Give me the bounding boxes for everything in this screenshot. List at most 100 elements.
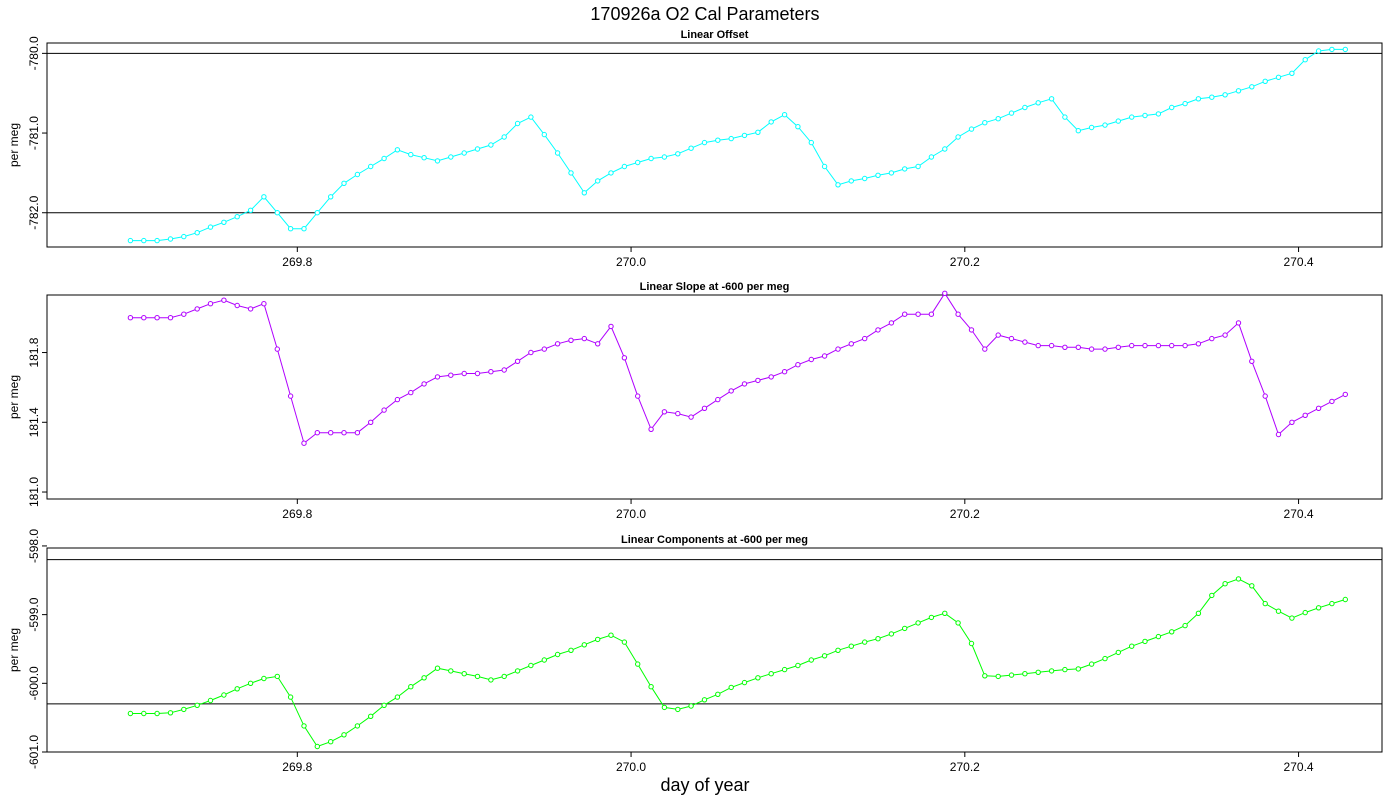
data-point xyxy=(982,120,988,126)
data-point xyxy=(1102,346,1108,352)
data-point xyxy=(1022,671,1028,677)
data-point xyxy=(501,673,507,680)
data-point xyxy=(514,120,521,127)
x-tick-label: 269.8 xyxy=(282,507,312,521)
data-point xyxy=(621,639,628,645)
data-point xyxy=(314,743,320,750)
data-point xyxy=(648,155,654,162)
data-point xyxy=(821,163,828,170)
data-point xyxy=(635,393,641,399)
data-point xyxy=(661,409,668,415)
data-point xyxy=(127,237,134,244)
data-point xyxy=(688,414,694,420)
figure-title: 170926a O2 Cal Parameters xyxy=(590,4,819,24)
data-point xyxy=(314,210,320,216)
data-point xyxy=(1262,600,1268,607)
data-point xyxy=(1129,342,1135,349)
data-point xyxy=(394,147,401,153)
data-point xyxy=(341,430,347,436)
data-point xyxy=(1315,405,1322,411)
data-point xyxy=(1169,342,1175,349)
data-point xyxy=(1102,655,1108,662)
data-point xyxy=(835,346,841,352)
data-point xyxy=(207,224,214,230)
data-point xyxy=(1235,88,1242,94)
y-tick-label: -781.0 xyxy=(27,116,41,150)
data-point xyxy=(1209,335,1215,342)
data-point xyxy=(768,671,774,677)
x-tick-label: 269.8 xyxy=(282,760,312,774)
data-point xyxy=(141,237,147,244)
data-point xyxy=(755,675,761,681)
data-point xyxy=(701,697,708,703)
data-point xyxy=(1302,609,1308,616)
x-tick-label: 270.0 xyxy=(616,507,646,521)
data-point xyxy=(328,739,334,745)
data-point xyxy=(728,135,734,142)
data-point xyxy=(247,207,254,214)
data-point xyxy=(194,230,200,236)
data-point xyxy=(1142,638,1148,645)
data-point xyxy=(568,337,574,343)
data-point xyxy=(368,713,374,719)
data-point xyxy=(1275,608,1282,614)
data-point xyxy=(875,327,881,333)
data-point xyxy=(595,178,601,184)
y-axis-label: per meg xyxy=(7,123,21,167)
data-point xyxy=(488,369,494,375)
x-tick-label: 270.0 xyxy=(616,760,646,774)
data-point xyxy=(621,163,628,170)
data-point xyxy=(1315,48,1322,54)
series-line xyxy=(130,48,1346,242)
data-point xyxy=(955,311,961,317)
data-point xyxy=(862,335,868,342)
data-point xyxy=(1048,342,1055,349)
data-point xyxy=(1075,344,1082,350)
data-point xyxy=(1182,100,1188,107)
data-point xyxy=(942,290,948,296)
data-point xyxy=(928,614,935,621)
data-point xyxy=(474,370,481,377)
data-point xyxy=(461,671,467,677)
data-point xyxy=(514,668,521,674)
data-point xyxy=(1008,672,1015,678)
data-point xyxy=(835,647,841,653)
data-point xyxy=(1342,46,1349,53)
data-point xyxy=(795,124,801,130)
data-point xyxy=(1035,100,1041,106)
panel-1: Linear Offset per meg 269.8 270.0 270.2 270.4… xyxy=(7,29,1383,269)
data-point xyxy=(194,702,200,708)
data-point xyxy=(848,178,854,184)
data-point xyxy=(1289,615,1295,621)
data-point xyxy=(648,684,654,690)
data-point xyxy=(661,704,668,711)
data-point xyxy=(928,311,935,317)
data-point xyxy=(1302,412,1308,418)
x-tick-label: 270.2 xyxy=(950,760,980,774)
x-tick-label: 269.8 xyxy=(282,255,312,269)
data-point xyxy=(1129,114,1135,120)
data-point xyxy=(354,171,361,178)
data-point xyxy=(581,190,587,196)
data-point xyxy=(328,194,334,200)
data-point xyxy=(354,430,361,436)
data-point xyxy=(875,172,881,179)
data-point xyxy=(942,146,948,152)
data-point xyxy=(221,297,227,303)
data-point xyxy=(287,393,294,399)
panel-title: Linear Offset xyxy=(681,29,749,41)
data-point xyxy=(207,697,214,704)
data-point xyxy=(1182,622,1188,629)
data-point xyxy=(755,129,761,136)
data-point xyxy=(835,182,841,188)
plot-frame xyxy=(46,547,1383,753)
data-point xyxy=(488,142,494,148)
data-point xyxy=(968,640,975,647)
data-point xyxy=(234,302,240,309)
data-point xyxy=(488,677,494,683)
data-point xyxy=(768,374,774,380)
data-point xyxy=(434,158,441,164)
data-point xyxy=(274,210,280,216)
data-point xyxy=(1155,342,1162,349)
